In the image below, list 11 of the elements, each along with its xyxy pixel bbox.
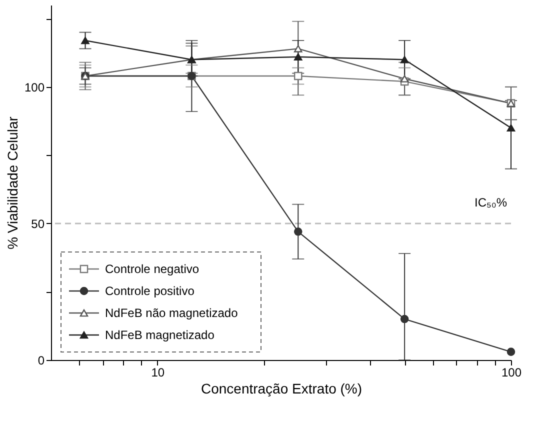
legend-label: NdFeB não magnetizado: [105, 306, 238, 320]
x-axis-title: Concentração Extrato (%): [200, 380, 362, 396]
y-axis-title: % Viabilidade Celular: [4, 116, 20, 250]
legend-label: Controle negativo: [105, 262, 200, 276]
y-tick-label: 50: [31, 216, 45, 231]
x-tick-label: 10: [151, 366, 165, 380]
y-tick-label: 100: [24, 80, 45, 94]
legend-label: Controle positivo: [105, 284, 195, 298]
ref-line-label: IC₅₀%: [474, 195, 508, 210]
y-tick-label: 0: [38, 354, 45, 368]
legend-label: NdFeB magnetizado: [105, 328, 215, 342]
